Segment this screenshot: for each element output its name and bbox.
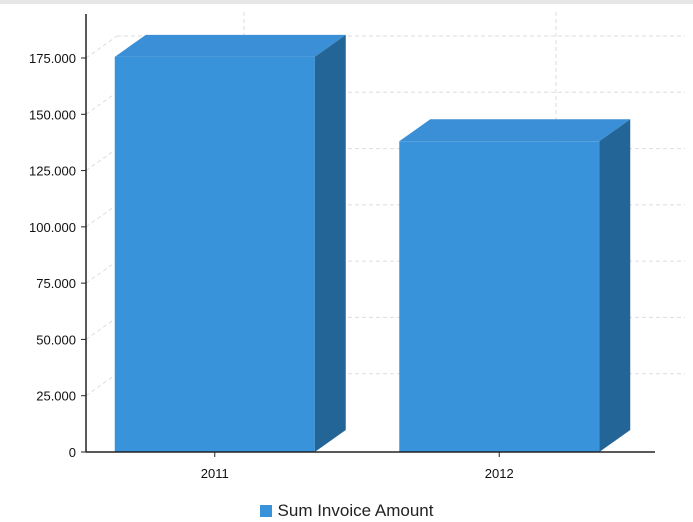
- bar-side-2011: [314, 34, 346, 452]
- y-tick-label: 100.000: [29, 220, 76, 235]
- grid-line-depth: [85, 35, 118, 59]
- y-tick-label: 150.000: [29, 107, 76, 122]
- y-tick-label: 125.000: [29, 164, 76, 179]
- legend-label: Sum Invoice Amount: [277, 501, 434, 520]
- y-tick-label: 0: [69, 445, 76, 460]
- y-tick-label: 75.000: [36, 276, 76, 291]
- grid-line-depth: [85, 91, 118, 115]
- x-tick-label: 2011: [201, 466, 229, 481]
- bar-top-2011: [114, 34, 346, 57]
- bar-front-2011: [114, 56, 315, 452]
- y-tick-label: 25.000: [36, 389, 76, 404]
- grid-line-depth: [85, 373, 118, 397]
- x-tick-label: 2012: [485, 466, 514, 481]
- bar-top-2012: [399, 119, 631, 142]
- grid-line-depth: [85, 317, 118, 340]
- y-tick-label: 175.000: [29, 51, 76, 66]
- bar-chart: 2011 2012 0 25.000 50.000 75.000 100.000 125.00…: [29, 12, 685, 481]
- bar-front-2012: [399, 141, 600, 452]
- grid-line-depth: [85, 204, 118, 228]
- legend[interactable]: Sum Invoice Amount: [0, 500, 693, 522]
- legend-swatch: [259, 505, 272, 517]
- grid-line-depth: [85, 148, 118, 171]
- y-tick-label: 50.000: [36, 332, 76, 347]
- bar-side-2012: [599, 119, 631, 452]
- grid-line-depth: [85, 260, 118, 284]
- top-strip: [0, 0, 693, 4]
